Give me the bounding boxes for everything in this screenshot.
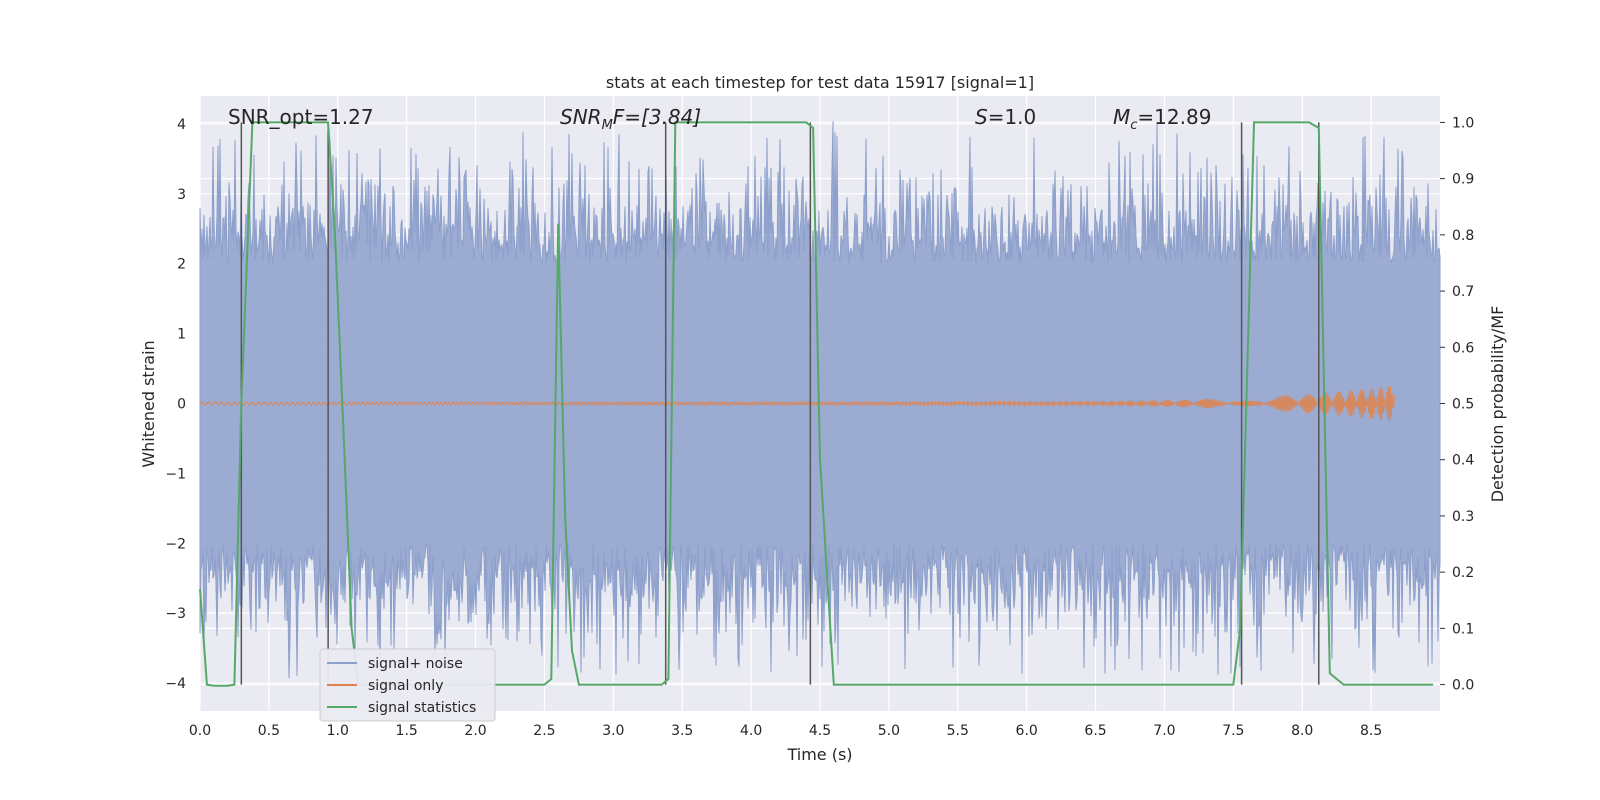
annotation-snr-mf-main: SNR	[560, 105, 602, 129]
y-tick-label: 0	[177, 397, 186, 413]
legend-label-noise: signal+ noise	[368, 656, 463, 672]
x-tick-label: 1.5	[396, 723, 418, 739]
y2-axis-label: Detection probability/MF	[1488, 306, 1507, 503]
chirp-line	[199, 386, 1396, 422]
x-tick-label: 2.5	[533, 723, 555, 739]
x-tick-label: 2.0	[464, 723, 486, 739]
x-tick-label: 3.0	[602, 723, 624, 739]
y2-tick-label: 0.1	[1452, 621, 1474, 637]
y-tick-label: −4	[165, 676, 186, 692]
x-tick-label: 0.0	[189, 723, 211, 739]
x-tick-label: 4.5	[809, 723, 831, 739]
x-axis-label: Time (s)	[786, 745, 852, 764]
y2-tick-label: 1.0	[1452, 115, 1474, 131]
noise-band	[199, 121, 1441, 679]
x-tick-label: 7.0	[1153, 723, 1175, 739]
signal-statistics-series	[199, 121, 1434, 687]
x-tick-label: 3.5	[671, 723, 693, 739]
y-tick-label: −2	[165, 536, 186, 552]
legend-box	[319, 648, 496, 722]
x-tick-label: 7.5	[1222, 723, 1244, 739]
annotation-snr-mf: SNRMF=[3.84]	[560, 105, 701, 133]
annotation-mc-sub: c	[1130, 118, 1137, 133]
x-tick-label: 1.0	[327, 723, 349, 739]
y2-tick-label: 0.9	[1452, 172, 1474, 188]
annotation-snr-mf-rest: F=[3.84]	[613, 105, 701, 129]
annotation-mc-main: M	[1113, 105, 1130, 129]
annotation-snr-mf-sub: M	[602, 118, 613, 133]
x-tick-label: 6.0	[1016, 723, 1038, 739]
legend-label-stat: signal statistics	[368, 700, 476, 716]
y-tick-label: −3	[165, 606, 186, 622]
y-tick-label: −1	[165, 466, 186, 482]
y2-tick-label: 0.2	[1452, 565, 1474, 581]
y2-tick-label: 0.8	[1452, 228, 1474, 244]
y2-tick-label: 0.0	[1452, 678, 1474, 694]
y-tick-label: 4	[177, 117, 186, 133]
legend-label-signal: signal only	[368, 678, 443, 694]
y2-tick-label: 0.6	[1452, 340, 1474, 356]
x-tick-label: 0.5	[258, 723, 280, 739]
y2-tick-label: 0.3	[1452, 509, 1474, 525]
signal-only-series	[199, 386, 1396, 422]
y-tick-label: 2	[177, 257, 186, 273]
y2-tick-label: 0.5	[1452, 397, 1474, 413]
y2-tick-label: 0.4	[1452, 453, 1474, 469]
legend: signal+ noise signal only signal statist…	[319, 648, 496, 722]
y-tick-label: 3	[177, 187, 186, 203]
y-tick-label: 1	[177, 327, 186, 343]
x-tick-label: 6.5	[1084, 723, 1106, 739]
signal-noise-series	[199, 121, 1441, 679]
chart-title: stats at each timestep for test data 159…	[606, 73, 1034, 92]
annotation-s-rest: =1.0	[988, 105, 1037, 129]
annotation-mc: Mc=12.89	[1113, 105, 1211, 133]
x-tick-label: 8.5	[1360, 723, 1382, 739]
annotation-s: S=1.0	[975, 105, 1036, 129]
ticks: 0.0 0.5 1.0 1.5 2.0 2.5 3.0 3.5 4.0 4.5 5.0 5.5 6.0 6…	[165, 115, 1474, 739]
y2-tick-label: 0.7	[1452, 284, 1474, 300]
statistics-line	[199, 121, 1434, 687]
annotation-snr-opt: SNR_opt=1.27	[228, 105, 374, 129]
x-tick-label: 8.0	[1291, 723, 1313, 739]
x-tick-label: 5.0	[878, 723, 900, 739]
annotation-mc-rest: =12.89	[1137, 105, 1211, 129]
y-axis-label: Whitened strain	[139, 340, 158, 467]
x-tick-label: 4.0	[740, 723, 762, 739]
x-tick-label: 5.5	[947, 723, 969, 739]
annotation-s-main: S	[975, 105, 988, 129]
